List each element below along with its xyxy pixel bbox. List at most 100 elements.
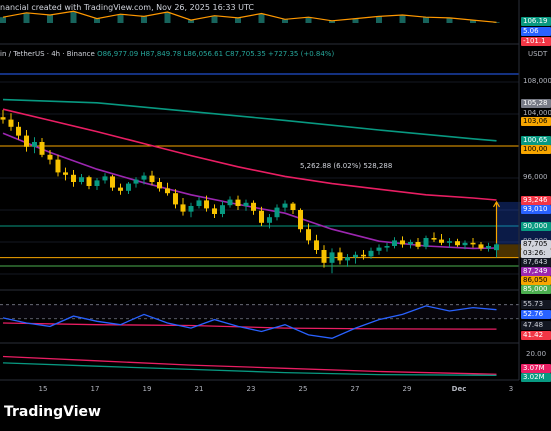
candle-body xyxy=(78,177,84,182)
candle-body xyxy=(376,247,382,251)
oscillator-bar xyxy=(164,12,171,23)
projection-arrow-head xyxy=(492,200,501,208)
time-tick-label: 25 xyxy=(298,385,308,393)
candle-body xyxy=(86,177,92,186)
symbol-info[interactable]: in / TetherUS · 4h · Binance O86,977.09 … xyxy=(0,50,334,58)
price-tick-label: 104,000 xyxy=(523,109,551,117)
oscillator-bar xyxy=(493,22,500,23)
oscillator-axis-label: 5.06 xyxy=(521,27,551,36)
candle-body xyxy=(219,205,225,214)
volume-ma-pink xyxy=(2,355,497,375)
candle-body xyxy=(486,246,492,249)
price-axis-label: 87,705 xyxy=(521,239,551,249)
candle-body xyxy=(298,210,304,230)
oscillator-bar xyxy=(47,14,53,23)
candle-body xyxy=(39,142,45,155)
oscillator-bar xyxy=(258,13,265,23)
candle-body xyxy=(94,180,100,186)
ohlc-values: O86,977.09 H87,849.78 L86,056.61 C87,705… xyxy=(97,50,335,58)
oscillator-bar xyxy=(141,16,147,23)
price-axis-label: 93,010 xyxy=(521,204,551,214)
candle-body xyxy=(47,154,53,160)
candle-body xyxy=(110,176,116,188)
candle-body xyxy=(454,241,460,246)
oscillator-axis-label: 106.19 xyxy=(521,17,551,26)
oscillator-bar xyxy=(305,17,312,23)
rsi-signal-line xyxy=(2,322,497,330)
symbol-pair: in / TetherUS · 4h · Binance xyxy=(0,50,95,58)
rsi-axis-label: 52.76 xyxy=(521,310,551,319)
candle-body xyxy=(251,202,257,211)
oscillator-bar xyxy=(94,18,100,23)
price-tick-label: 96,000 xyxy=(523,173,548,181)
candle-body xyxy=(368,250,374,257)
candle-body xyxy=(227,199,233,206)
candle-body xyxy=(71,174,76,182)
candle-body xyxy=(266,217,272,223)
candle-body xyxy=(478,244,484,249)
candle-body xyxy=(400,240,405,245)
candle-body xyxy=(204,200,210,209)
rsi-axis-label: 41.42 xyxy=(521,331,551,340)
price-axis-label: 03:26: xyxy=(521,248,551,258)
candle-body xyxy=(196,200,202,206)
volume-ma-green xyxy=(2,362,497,377)
candle-body xyxy=(392,240,398,246)
candle-body xyxy=(337,252,343,261)
price-axis-label: 100,00 xyxy=(521,145,551,155)
attribution-text: nancial created with TradingView.com, No… xyxy=(0,3,254,12)
oscillator-line xyxy=(2,10,497,23)
time-tick-label: 19 xyxy=(142,385,152,393)
price-axis-label: 86,050 xyxy=(521,275,551,285)
rsi-panel xyxy=(0,304,519,339)
candle-body xyxy=(141,175,147,180)
oscillator-bar xyxy=(117,14,124,23)
measure-label: 5,262.88 (6.02%) 528,288 xyxy=(300,162,393,170)
candle-body xyxy=(329,252,335,263)
price-axis-label: 93,246 xyxy=(521,195,551,205)
time-tick-label: 23 xyxy=(246,385,256,393)
panel-separators xyxy=(0,0,520,381)
time-tick-label: 3 xyxy=(508,385,514,393)
candle-body xyxy=(360,254,366,257)
candle-body xyxy=(345,257,351,261)
candle-body xyxy=(313,240,319,250)
time-tick-label: 21 xyxy=(194,385,204,393)
candles xyxy=(0,110,499,274)
candle-body xyxy=(172,193,178,205)
horizontal-levels xyxy=(0,73,519,267)
quote-currency: USDT xyxy=(528,50,548,58)
candle-body xyxy=(407,242,413,245)
candle-body xyxy=(102,176,108,181)
candle-body xyxy=(212,208,217,214)
oscillator-bar xyxy=(376,16,382,23)
time-tick-label: 17 xyxy=(90,385,100,393)
time-tick-label: Dec xyxy=(451,385,467,393)
moving-average-line xyxy=(2,98,497,142)
time-tick-label: 15 xyxy=(38,385,48,393)
candle-body xyxy=(125,183,131,191)
candle-body xyxy=(290,203,296,210)
moving-average-line xyxy=(2,108,497,201)
candle-body xyxy=(494,244,499,251)
candle-body xyxy=(63,172,69,175)
candle-body xyxy=(423,238,429,247)
candle-body xyxy=(470,242,476,245)
rsi-band xyxy=(0,304,519,319)
oscillator-axis-label: -101.1 xyxy=(521,37,551,46)
oscillator-bar xyxy=(23,12,30,23)
oscillator-bar xyxy=(423,17,429,23)
volume-panel xyxy=(2,355,497,377)
candle-body xyxy=(55,159,61,173)
volume-axis-label: 3.07M xyxy=(521,364,551,373)
time-tick-label: 29 xyxy=(402,385,412,393)
candle-body xyxy=(8,119,14,127)
candle-body xyxy=(157,182,163,189)
rsi-axis-label: 47.48 xyxy=(521,321,551,330)
rsi-line xyxy=(2,305,497,339)
candle-body xyxy=(24,135,29,147)
oscillator-bar xyxy=(0,17,6,23)
candle-body xyxy=(447,241,452,243)
oscillator-bar xyxy=(188,20,194,23)
